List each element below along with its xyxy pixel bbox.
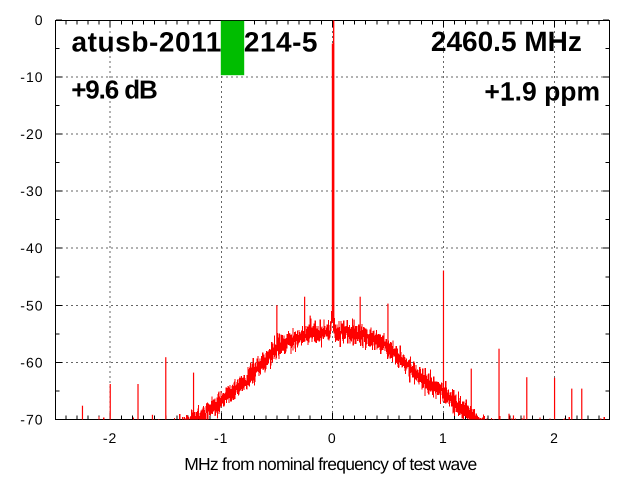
svg-text:-10: -10 bbox=[20, 69, 43, 85]
svg-text:-20: -20 bbox=[20, 126, 43, 142]
svg-text:-70: -70 bbox=[20, 411, 43, 427]
svg-text:+1.9 ppm: +1.9 ppm bbox=[484, 76, 600, 106]
svg-text:2: 2 bbox=[550, 430, 558, 446]
svg-text:-1: -1 bbox=[214, 430, 228, 446]
svg-text:2460.5 MHz: 2460.5 MHz bbox=[431, 26, 582, 57]
svg-text:MHz from nominal frequency of: MHz from nominal frequency of test wave bbox=[184, 454, 477, 474]
svg-text:-50: -50 bbox=[20, 297, 43, 313]
svg-text:-60: -60 bbox=[20, 354, 43, 370]
svg-text:0: 0 bbox=[35, 12, 43, 28]
svg-text:214-5: 214-5 bbox=[244, 26, 318, 57]
svg-text:-30: -30 bbox=[20, 183, 43, 199]
svg-text:0: 0 bbox=[328, 430, 336, 446]
svg-text:+9.6 dB: +9.6 dB bbox=[71, 74, 158, 104]
svg-text:-40: -40 bbox=[20, 240, 43, 256]
svg-text:-2: -2 bbox=[103, 430, 117, 446]
svg-text:1: 1 bbox=[439, 430, 447, 446]
svg-text:atusb-2011: atusb-2011 bbox=[72, 26, 222, 57]
